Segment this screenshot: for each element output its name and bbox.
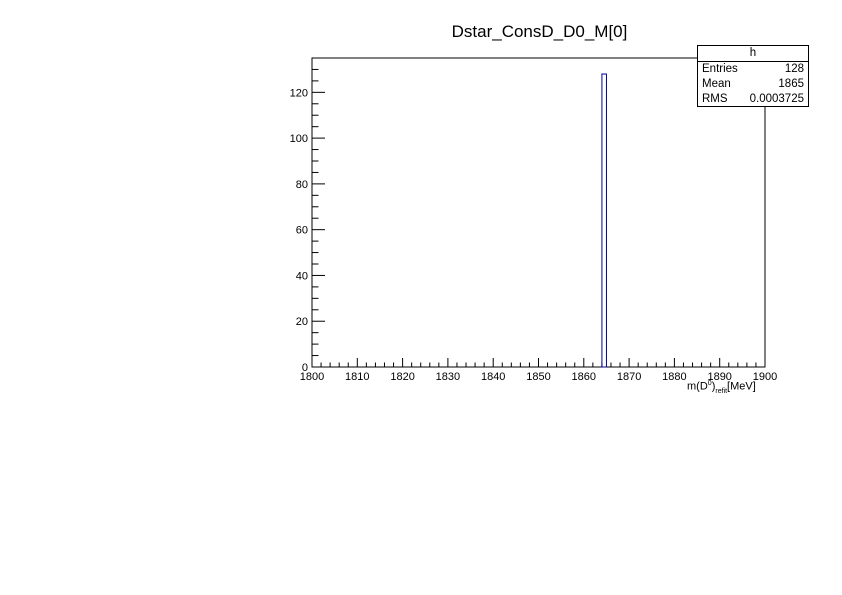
x-tick-label: 1900 (753, 371, 777, 383)
x-tick-label: 1810 (345, 371, 369, 383)
stats-row-mean: Mean 1865 (698, 77, 808, 92)
x-tick-label: 1840 (481, 371, 505, 383)
stats-value: 1865 (778, 78, 804, 90)
stats-box: h Entries 128 Mean 1865 RMS 0.0003725 (697, 45, 809, 107)
stats-value: 0.0003725 (749, 93, 804, 105)
stats-title: h (698, 46, 808, 62)
x-tick-label: 1800 (300, 371, 324, 383)
x-tick-label: 1860 (572, 371, 596, 383)
y-tick-label: 20 (296, 316, 308, 328)
x-tick-label: 1850 (526, 371, 550, 383)
stats-label: RMS (702, 93, 728, 105)
stats-label: Entries (702, 63, 738, 75)
y-tick-label: 60 (296, 225, 308, 237)
chart-title: Dstar_ConsD_D0_M[0] (451, 22, 628, 41)
x-tick-label: 1870 (617, 371, 641, 383)
x-tick-label: 1830 (436, 371, 460, 383)
y-tick-label: 100 (290, 133, 308, 145)
stats-row-rms: RMS 0.0003725 (698, 92, 808, 107)
histogram-bin (601, 73, 607, 368)
stats-row-entries: Entries 128 (698, 62, 808, 77)
x-tick-label: 1890 (707, 371, 731, 383)
x-tick-label: 1880 (662, 371, 686, 383)
x-axis-label: m(D0)refit[MeV] (687, 380, 756, 395)
y-tick-label: 80 (296, 179, 308, 191)
stats-value: 128 (784, 63, 804, 75)
x-tick-label: 1820 (390, 371, 414, 383)
y-tick-label: 120 (290, 87, 308, 99)
y-tick-label: 40 (296, 270, 308, 282)
stats-label: Mean (702, 78, 731, 90)
y-tick-label: 0 (302, 362, 308, 374)
